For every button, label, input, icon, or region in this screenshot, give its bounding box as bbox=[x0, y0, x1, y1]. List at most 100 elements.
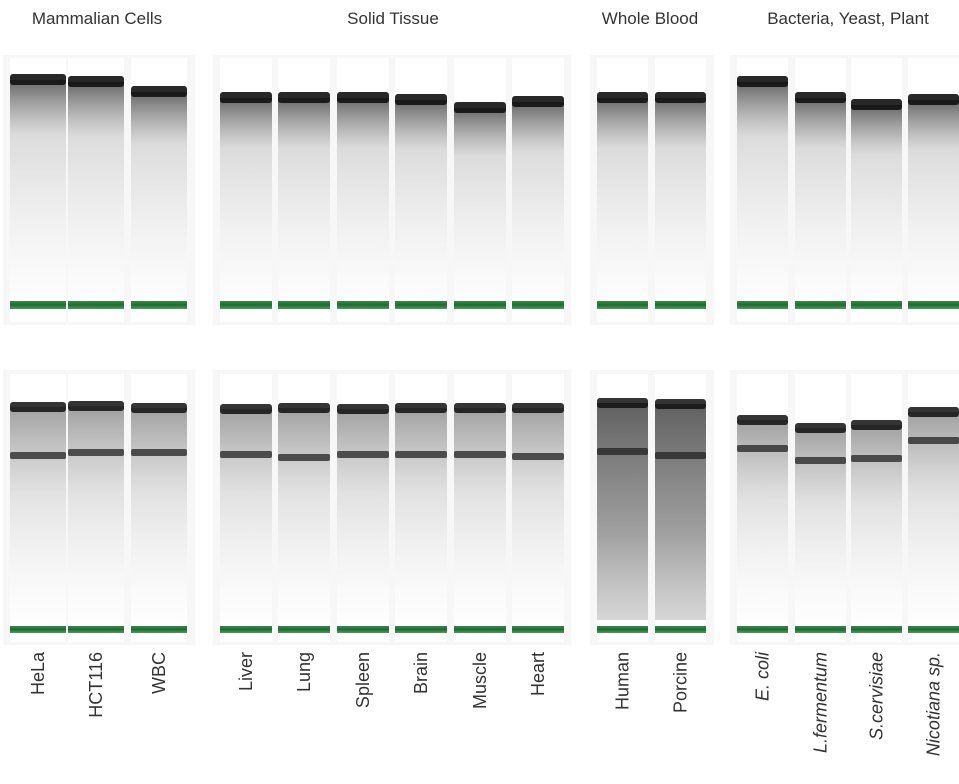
marker-band bbox=[908, 301, 959, 309]
marker-band bbox=[737, 626, 788, 633]
band bbox=[220, 404, 272, 414]
smear bbox=[131, 92, 187, 300]
band bbox=[131, 403, 187, 413]
smear bbox=[10, 407, 66, 620]
band bbox=[851, 420, 902, 430]
smear bbox=[395, 100, 447, 300]
smear bbox=[337, 98, 389, 300]
smear bbox=[795, 428, 846, 620]
marker-band bbox=[278, 301, 330, 309]
marker-band bbox=[851, 301, 902, 309]
marker-band bbox=[278, 626, 330, 633]
smear bbox=[220, 409, 272, 620]
smear bbox=[597, 98, 648, 300]
band bbox=[68, 401, 124, 411]
lane-label: HCT116 bbox=[86, 652, 106, 718]
smear bbox=[454, 408, 506, 620]
band bbox=[655, 399, 706, 409]
band bbox=[454, 102, 506, 113]
band bbox=[512, 403, 564, 413]
band bbox=[795, 457, 846, 464]
band bbox=[795, 423, 846, 433]
lane-label: Porcine bbox=[671, 652, 691, 713]
smear bbox=[10, 80, 66, 300]
smear bbox=[68, 406, 124, 620]
group-title: Solid Tissue bbox=[347, 9, 439, 28]
band bbox=[395, 94, 447, 105]
band bbox=[220, 451, 272, 458]
smear bbox=[655, 98, 706, 300]
band bbox=[454, 403, 506, 413]
marker-band bbox=[737, 301, 788, 309]
marker-band bbox=[851, 626, 902, 633]
band bbox=[278, 454, 330, 461]
band bbox=[737, 445, 788, 452]
lane-label: Heart bbox=[528, 652, 548, 696]
band bbox=[737, 76, 788, 87]
marker-band bbox=[908, 626, 959, 633]
band bbox=[512, 96, 564, 107]
band bbox=[795, 92, 846, 103]
group-title: Bacteria, Yeast, Plant bbox=[767, 9, 929, 28]
marker-band bbox=[655, 301, 706, 309]
smear bbox=[278, 408, 330, 620]
band bbox=[68, 76, 124, 87]
smear bbox=[220, 98, 272, 300]
marker-band bbox=[795, 626, 846, 633]
band bbox=[68, 449, 124, 456]
band bbox=[655, 452, 706, 459]
band bbox=[512, 453, 564, 460]
band bbox=[597, 92, 648, 103]
band bbox=[131, 86, 187, 97]
marker-band bbox=[10, 301, 66, 309]
smear bbox=[908, 100, 959, 300]
smear bbox=[68, 82, 124, 300]
smear bbox=[131, 408, 187, 620]
band bbox=[737, 415, 788, 425]
lane-label: HeLa bbox=[28, 651, 48, 695]
band bbox=[220, 92, 272, 103]
smear bbox=[851, 425, 902, 620]
smear bbox=[454, 108, 506, 300]
band bbox=[908, 94, 959, 105]
lane-label: Human bbox=[613, 652, 633, 710]
smear bbox=[278, 98, 330, 300]
lane-label: Lung bbox=[294, 652, 314, 692]
marker-band bbox=[454, 626, 506, 633]
band bbox=[10, 402, 66, 412]
lane-label: Nicotiana sp. bbox=[924, 652, 944, 756]
band bbox=[337, 92, 389, 103]
band bbox=[131, 449, 187, 456]
lane-label: Spleen bbox=[353, 652, 373, 708]
marker-band bbox=[597, 626, 648, 633]
marker-band bbox=[395, 626, 447, 633]
group-title: Mammalian Cells bbox=[32, 9, 162, 28]
band bbox=[597, 398, 648, 408]
group-title: Whole Blood bbox=[602, 9, 698, 28]
band bbox=[395, 403, 447, 413]
band bbox=[655, 92, 706, 103]
band bbox=[278, 92, 330, 103]
smear bbox=[737, 82, 788, 300]
smear bbox=[795, 98, 846, 300]
smear bbox=[512, 102, 564, 300]
marker-band bbox=[131, 626, 187, 633]
band bbox=[337, 404, 389, 414]
smear bbox=[395, 408, 447, 620]
lane-label: Muscle bbox=[470, 652, 490, 709]
band bbox=[278, 403, 330, 413]
band bbox=[395, 451, 447, 458]
marker-band bbox=[512, 301, 564, 309]
band bbox=[454, 451, 506, 458]
marker-band bbox=[597, 301, 648, 309]
band bbox=[851, 99, 902, 110]
marker-band bbox=[655, 626, 706, 633]
lane-label: Liver bbox=[236, 652, 256, 691]
marker-band bbox=[68, 626, 124, 633]
band bbox=[337, 451, 389, 458]
lane-label: Brain bbox=[411, 652, 431, 694]
marker-band bbox=[337, 301, 389, 309]
smear bbox=[851, 105, 902, 300]
band bbox=[908, 407, 959, 417]
